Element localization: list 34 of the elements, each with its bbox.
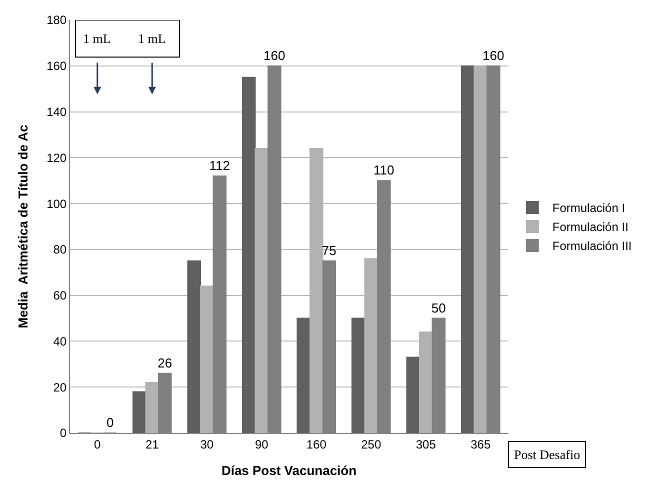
annotation: 1 mL <box>138 31 166 46</box>
annotation: 1 mL <box>83 31 111 46</box>
x-tick-label: 250 <box>361 437 382 452</box>
legend-label: Formulación I <box>552 201 626 216</box>
data-label: 160 <box>264 48 286 63</box>
y-axis-title: Media Aritmética de Título de Ac <box>16 124 31 328</box>
legend-label: Formulación II <box>552 220 628 234</box>
y-tick-label: 80 <box>53 242 67 257</box>
text: Post Desafio <box>514 447 580 462</box>
data-label: 110 <box>374 162 394 178</box>
y-tick-label: 20 <box>53 380 67 394</box>
y-tick-label: 60 <box>53 288 67 303</box>
data-label: 75 <box>322 242 336 258</box>
y-tick-label: 120 <box>46 150 67 165</box>
y-tick-label: 40 <box>53 334 67 348</box>
y-tick-label: 0 <box>60 426 67 440</box>
legend-label: Formulación III <box>552 239 632 254</box>
data-label: 26 <box>158 355 172 370</box>
x-tick-label: 305 <box>416 437 436 452</box>
x-tick-label: 365 <box>470 437 491 452</box>
x-tick-label: 160 <box>306 437 327 452</box>
x-tick-label: 90 <box>254 437 269 452</box>
x-tick-label: 21 <box>145 437 160 452</box>
y-tick-label: 180 <box>46 13 67 28</box>
y-tick-label: 160 <box>46 59 67 74</box>
data-label: 0 <box>106 415 114 430</box>
x-tick-label: 0 <box>94 437 102 452</box>
data-label: 50 <box>431 300 446 316</box>
data-label: 160 <box>482 48 504 63</box>
x-axis-title: Días Post Vacunación <box>221 463 357 478</box>
y-tick-label: 140 <box>46 104 67 119</box>
y-tick-label: 100 <box>46 196 67 211</box>
data-label: 112 <box>209 158 230 174</box>
x-tick-label: 30 <box>200 437 214 452</box>
